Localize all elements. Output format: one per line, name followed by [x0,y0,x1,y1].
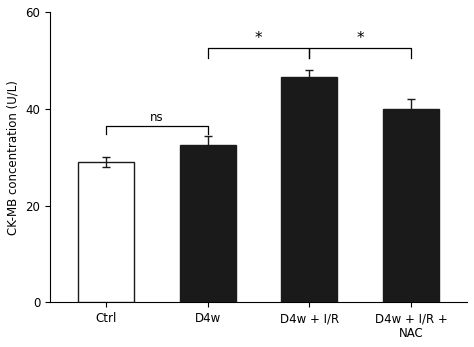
Text: ns: ns [150,111,164,124]
Text: *: * [356,31,364,46]
Bar [180,145,236,302]
Text: *: * [255,31,263,46]
Y-axis label: CK-MB concentration (U/L): CK-MB concentration (U/L) [7,80,20,235]
Bar [383,109,439,302]
Bar [78,162,134,302]
Bar [282,77,337,302]
